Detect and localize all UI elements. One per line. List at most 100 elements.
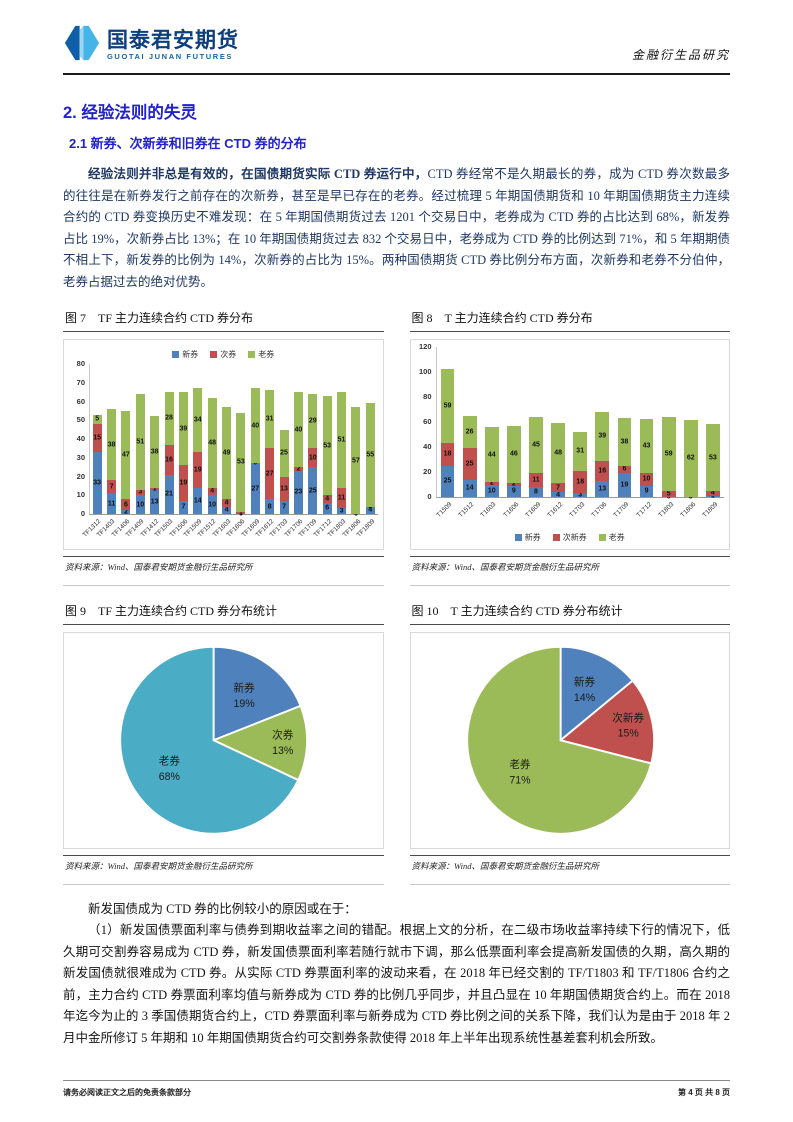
bar-value-label: 4 xyxy=(224,499,229,507)
bar-value-label: 49 xyxy=(222,449,231,457)
bar-value-label: 0 xyxy=(253,459,258,467)
pie-label: 老券 xyxy=(509,758,531,771)
bar-segment: 10 xyxy=(639,473,654,486)
bar-segment: 6 xyxy=(322,502,332,514)
figure-10-chart-frame: 新券 14% 次新券 15% 老券 71% xyxy=(409,632,730,849)
bar-value-label: 7 xyxy=(109,483,114,491)
bar: 2 6 47 xyxy=(119,364,133,516)
pie-slice xyxy=(465,645,652,835)
bar-value-label: 45 xyxy=(532,441,540,449)
page-header: 国泰君安期货 GUOTAI JUNAN FUTURES 金融衍生品研究 xyxy=(63,20,730,75)
figure-10-source: 资料来源：Wind、国泰君安期货金融衍生品研究所 xyxy=(409,854,730,885)
bar-segment: 27 xyxy=(250,463,260,514)
bar-segment: 46 xyxy=(507,425,521,484)
bar: 33 15 5 xyxy=(90,364,104,514)
bar-segment: 10 xyxy=(484,484,499,497)
bar-value-label: 0 xyxy=(238,510,243,518)
bar-segment: 4 xyxy=(322,495,332,503)
bar-segment: 38 xyxy=(150,416,160,488)
page-footer: 请务必阅读正文之后的免责条款部分 第 4 页 共 8 页 xyxy=(63,1080,730,1098)
figure-9-chart-frame: 新券 19% 次券 13% 老券 68% xyxy=(63,632,384,849)
bar-value-label: 4 xyxy=(224,506,229,514)
y-tick-label: 100 xyxy=(418,367,432,376)
x-tick-label: T1703 xyxy=(568,501,587,519)
bar-value-label: 4 xyxy=(210,487,215,495)
bar-value-label: 18 xyxy=(443,450,452,458)
bar: 10 4 48 xyxy=(205,364,219,514)
bar-chart-tf: 新券 次券 老券 0 10 20 30 40 50 60 70 80 33 15 5 11 7 38 2 6 47 10 3… xyxy=(69,347,378,547)
bar: 14 19 34 xyxy=(191,364,205,514)
bar-value-label: 25 xyxy=(308,487,317,495)
x-tick-label: T1609 xyxy=(524,501,543,519)
bar: 25 10 29 xyxy=(306,364,320,514)
bar-value-label: 2 xyxy=(489,479,494,487)
pie-slice xyxy=(212,645,302,742)
bar-segment: 4 xyxy=(365,506,375,514)
bar-segment: 49 xyxy=(222,407,232,499)
intro-rest-text: CTD 券经常不是久期最长的券，成为 CTD 券次数最多的往往是在新券发行之前存… xyxy=(63,167,730,289)
x-tick-label: T1606 xyxy=(501,501,520,519)
x-tick-label: T1706 xyxy=(590,501,609,519)
legend-swatch-icon xyxy=(172,351,180,358)
bar-segment: 27 xyxy=(265,448,275,499)
bar-value-label: 10 xyxy=(487,487,496,495)
bar-value-label: 2 xyxy=(296,465,301,473)
bar-value-label: 2 xyxy=(511,480,516,488)
report-category-label: 金融衍生品研究 xyxy=(631,48,730,62)
bar-value-label: 13 xyxy=(280,485,288,493)
pie-value-label: 19% xyxy=(233,698,255,710)
legend-item: 老券 xyxy=(248,349,274,360)
bar-segment: 5 xyxy=(92,414,102,425)
bar-segment: 4 xyxy=(706,490,720,497)
figure-7-title: 图 7 TF 主力连续合约 CTD 券分布 xyxy=(63,307,384,332)
bar-segment: 3 xyxy=(135,489,145,496)
pie-value-label: 68% xyxy=(159,771,181,783)
bar-segment: 18 xyxy=(440,443,455,466)
bar-chart-t: 0 20 40 60 80 100 120 25 18 59 14 25 26 10 2 44 9 2 46 8 11 4… xyxy=(416,342,724,547)
bar-value-label: 8 xyxy=(534,488,538,496)
bar: 10 2 44 xyxy=(481,347,503,497)
bar-segment: 15 xyxy=(92,424,102,453)
bar-segment: 53 xyxy=(322,395,332,496)
bar-value-label: 7 xyxy=(282,503,287,511)
bar: 27 0 40 xyxy=(248,364,262,514)
bar-segment: 6 xyxy=(617,465,632,474)
bar-value-label: 1 xyxy=(152,485,157,493)
bar-value-label: 18 xyxy=(576,478,585,486)
page-number: 第 4 页 共 8 页 xyxy=(677,1088,730,1097)
bar-value-label: 0 xyxy=(353,510,358,518)
bar-segment: 57 xyxy=(351,407,361,514)
bar-value-label: 40 xyxy=(251,422,260,430)
bar: 14 25 26 xyxy=(459,347,481,497)
y-tick-label: 80 xyxy=(76,359,85,368)
bar-value-label: 11 xyxy=(107,500,116,508)
bar-segment: 13 xyxy=(595,480,610,497)
bar-segment: 40 xyxy=(250,388,260,464)
pie-label: 老券 xyxy=(159,754,181,767)
bar-value-label: 6 xyxy=(123,501,128,509)
bar-segment: 33 xyxy=(92,452,102,514)
bar-segment: 38 xyxy=(617,418,632,466)
y-tick-label: 10 xyxy=(76,490,85,500)
pie-slice xyxy=(211,704,309,782)
bar-segment: 1 xyxy=(150,485,160,493)
bar-segment: 40 xyxy=(293,392,303,468)
bar: 25 18 59 xyxy=(437,347,459,497)
bar-segment: 29 xyxy=(308,393,318,449)
bar: 0 0 62 xyxy=(680,347,702,501)
bar-value-label: 0 xyxy=(353,510,358,518)
bar: 23 2 40 xyxy=(291,364,305,514)
bar-segment: 10 xyxy=(308,448,318,468)
bar-value-label: 1 xyxy=(238,509,243,517)
bar-segment: 48 xyxy=(207,397,217,488)
x-tick-label: T1512 xyxy=(457,501,476,519)
bar-segment: 7 xyxy=(107,480,117,494)
bar-value-label: 10 xyxy=(136,501,145,509)
bar-value-label: 21 xyxy=(165,490,173,498)
pie-label: 次新券 xyxy=(612,711,644,724)
bar-segment: 7 xyxy=(178,500,188,514)
bar-segment: 55 xyxy=(365,403,375,507)
bar-segment: 3 xyxy=(573,492,588,499)
pie-label: 新券 xyxy=(573,676,595,689)
